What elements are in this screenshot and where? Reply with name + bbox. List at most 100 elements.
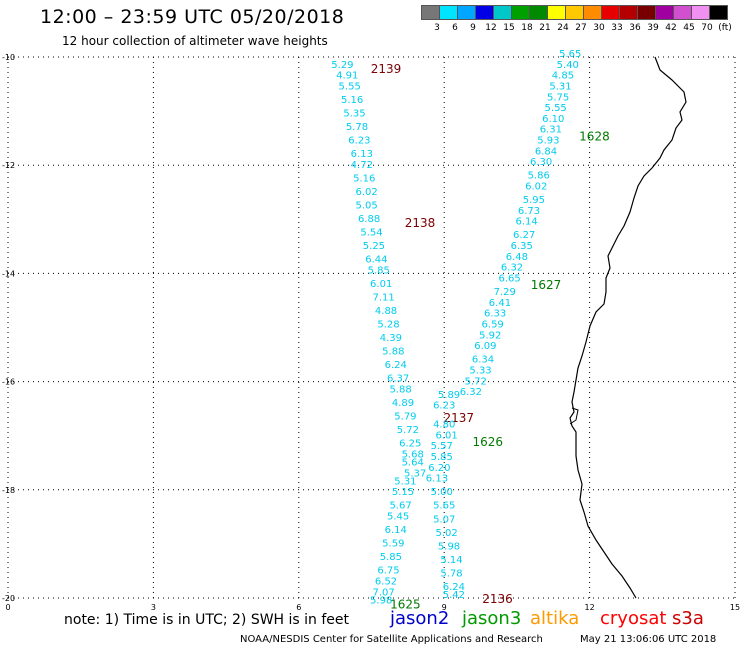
wave-height-value: 5.86	[528, 171, 550, 182]
lon-tick-label: 9	[442, 603, 447, 612]
wave-height-value: 5.59	[382, 539, 404, 550]
footer-note: note: 1) Time is in UTC; 2) SWH is in fe…	[64, 612, 350, 628]
wave-height-value: 5.72	[397, 425, 419, 436]
legend-label: 6	[452, 23, 458, 33]
track-label: 2138	[405, 216, 436, 230]
track-1628: 5.655.404.855.315.755.556.106.315.936.84…	[498, 49, 609, 285]
lon-tick-label: 12	[585, 603, 595, 612]
wave-height-value: 7.11	[372, 292, 394, 303]
wave-height-value: 4.89	[392, 398, 414, 409]
wave-height-value: 6.65	[498, 274, 520, 285]
wave-height-value: 5.42	[443, 590, 465, 601]
satellite-jason3: jason3	[462, 608, 522, 629]
lagoon-path	[569, 407, 579, 425]
legend-label: 27	[575, 23, 587, 33]
grid-lines	[7, 56, 736, 599]
wave-height-value: 6.31	[540, 125, 562, 136]
wave-height-value: 5.14	[440, 555, 462, 566]
wave-height-value: 5.37	[404, 468, 426, 479]
lon-tick-label: 3	[151, 603, 156, 612]
wave-height-value: 5.33	[469, 365, 491, 376]
wave-height-value: 5.16	[353, 173, 375, 184]
lat-tick-label: -16	[2, 378, 15, 387]
coastline-path	[569, 56, 687, 599]
wave-height-value: 6.23	[348, 136, 370, 147]
wave-height-value: 5.65	[559, 49, 581, 60]
wave-height-value: 5.93	[537, 136, 559, 147]
wave-height-value: 5.28	[377, 320, 399, 331]
timestamp: May 21 13:06:06 UTC 2018	[580, 634, 717, 645]
wave-height-value: 5.05	[356, 200, 378, 211]
page-subtitle: 12 hour collection of altimeter wave hei…	[62, 34, 328, 48]
wave-height-value: 5.85	[431, 452, 453, 463]
wave-height-value: 5.45	[387, 512, 409, 523]
lat-tick-label: -14	[2, 269, 15, 278]
page-title: 12:00 – 23:59 UTC 05/20/2018	[40, 6, 345, 28]
wave-height-value: 5.98	[438, 541, 460, 552]
wave-height-value: 6.44	[365, 255, 387, 266]
track-label: 1627	[531, 278, 562, 292]
wave-height-value: 5.55	[545, 103, 567, 114]
wave-height-value: 5.16	[341, 95, 363, 106]
axis-ticks: -10 -12 -14 -16 -18 -200 3 6 9 12 15	[2, 53, 740, 612]
wave-height-value: 5.85	[368, 265, 390, 276]
lon-tick-label: 15	[730, 603, 740, 612]
legend-labels: 3 6 9 12 15 18 21 24 27 30 33 36 39 42 45 70 (ft)	[421, 20, 732, 34]
wave-height-value: 4.39	[380, 333, 402, 344]
wave-height-value: 5.88	[389, 384, 411, 395]
wave-height-value: 5.29	[331, 60, 353, 71]
color-legend: 3 6 9 12 15 18 21 24 27 30 33 36 39 42 45 70 (ft)	[421, 5, 732, 34]
wave-height-value: 6.23	[433, 401, 455, 412]
satellite-s3a: s3a	[672, 608, 704, 629]
wave-height-value: 6.01	[370, 279, 392, 290]
wave-height-value: 6.32	[460, 387, 482, 398]
credit-text: NOAA/NESDIS Center for Satellite Applica…	[240, 634, 543, 645]
legend-label: 36	[629, 23, 641, 33]
track-2137: 5.315.15 5.675.45 6.14 5.59 5.85 6.756.527.07…	[370, 411, 474, 607]
legend-swatch	[709, 5, 728, 20]
wave-height-value: 4.88	[375, 306, 397, 317]
legend-label: 45	[683, 23, 695, 33]
wave-height-value: 5.95	[523, 195, 545, 206]
legend-label: (ft)	[718, 23, 732, 33]
wave-height-value: 6.30	[530, 157, 552, 168]
wave-height-value: 7.07	[372, 587, 394, 598]
legend-label: 42	[665, 23, 677, 33]
legend-label: 15	[503, 23, 515, 33]
track-label: 1626	[473, 435, 504, 449]
legend-label: 33	[611, 23, 623, 33]
wave-height-value: 6.14	[385, 525, 407, 536]
track-2138: 6.88 5.54 5.25 6.445.85 6.01 7.11 4.88 5.28 4.39…	[358, 214, 435, 479]
lat-tick-label: -12	[2, 161, 15, 170]
wave-height-value: 6.33	[484, 309, 506, 320]
wave-height-value: 5.25	[363, 241, 385, 252]
wave-height-value: 5.88	[382, 347, 404, 358]
wave-height-value: 5.07	[433, 514, 455, 525]
wave-height-value: 6.13	[351, 149, 373, 160]
wave-height-value: 5.57	[431, 441, 453, 452]
wave-height-value: 6.35	[511, 241, 533, 252]
wave-height-value: 6.48	[506, 252, 528, 263]
legend-label: 21	[539, 23, 551, 33]
altimeter-tracks: 5.294.915.555.165.355.786.236.134.725.16…	[331, 49, 609, 611]
track-2139: 5.294.915.55 5.16 5.35 5.78 6.23 6.134.72 5.16…	[331, 60, 401, 212]
wave-height-value: 6.34	[472, 355, 494, 366]
legend-label: 18	[521, 23, 533, 33]
lon-tick-label: 6	[296, 603, 301, 612]
wave-height-value: 4.85	[552, 71, 574, 82]
track-2136: 6.235.89 4.806.015.575.856.206.13 5.00 5.65…	[426, 390, 513, 606]
wave-height-value: 6.32	[501, 263, 523, 274]
track-label: 1625	[390, 597, 421, 611]
legend-label: 24	[557, 23, 569, 33]
track-1627: 7.296.416.336.595.926.09 6.345.335.726.32…	[460, 278, 562, 398]
wave-height-value: 5.89	[438, 390, 460, 401]
legend-label: 30	[593, 23, 605, 33]
wave-height-value: 6.73	[518, 206, 540, 217]
legend-label: 3	[434, 23, 440, 33]
wave-height-value: 6.09	[474, 341, 496, 352]
wave-height-value: 6.10	[542, 114, 564, 125]
wave-height-value: 5.85	[380, 552, 402, 563]
wave-height-value: 5.78	[440, 568, 462, 579]
wave-height-value: 5.79	[394, 411, 416, 422]
lat-tick-label: -10	[2, 53, 15, 62]
